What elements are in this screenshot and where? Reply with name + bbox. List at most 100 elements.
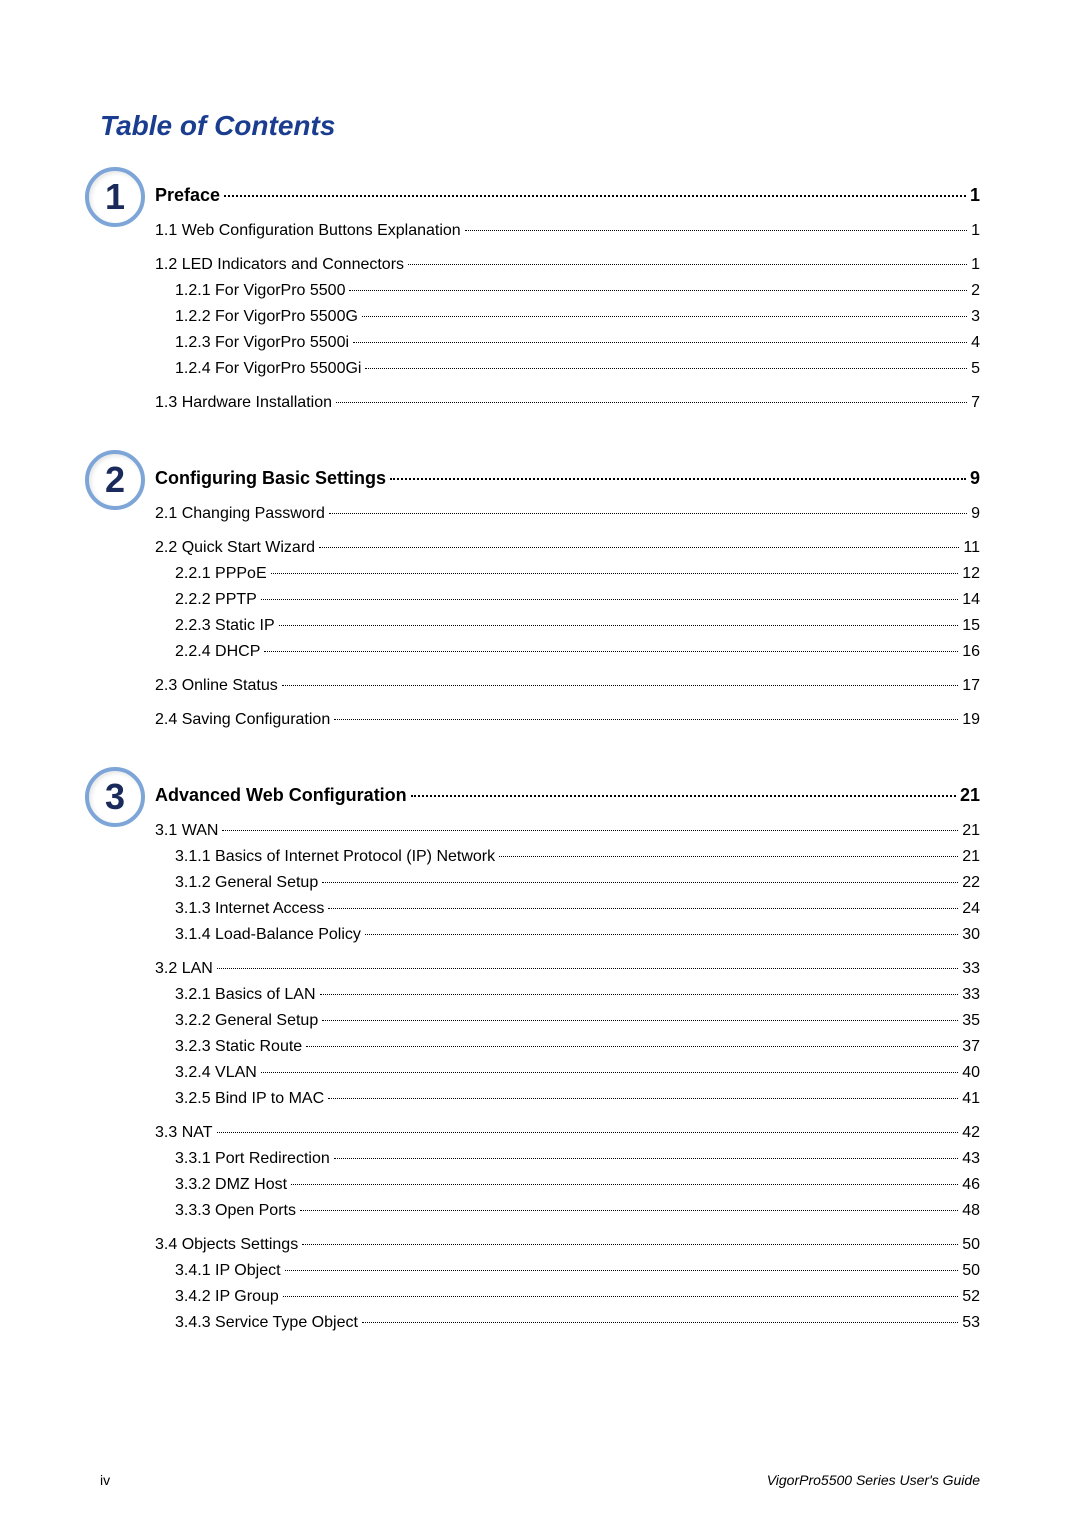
toc-entry-text: 1.2.2 For VigorPro 5500G xyxy=(175,305,358,329)
toc-entry: 2.2.1 PPPoE 12 xyxy=(155,562,980,586)
toc-entry: 3.3.2 DMZ Host 46 xyxy=(155,1173,980,1197)
toc-entry: 2.2.3 Static IP 15 xyxy=(155,614,980,638)
toc-entry-page: 33 xyxy=(962,983,980,1007)
toc-entry-page: 1 xyxy=(971,219,980,243)
toc-entry-text: 3.2.2 General Setup xyxy=(175,1009,318,1033)
toc-heading: Advanced Web Configuration 21 xyxy=(155,782,980,809)
toc-entry-text: 3.3 NAT xyxy=(155,1121,213,1145)
toc-entry: 3.1.3 Internet Access 24 xyxy=(155,897,980,921)
toc-entry: 1.1 Web Configuration Buttons Explanatio… xyxy=(155,219,980,243)
toc-leader-dots xyxy=(300,1210,958,1211)
toc-entry-text: 3.4 Objects Settings xyxy=(155,1233,298,1257)
toc-entry: 2.2.4 DHCP 16 xyxy=(155,640,980,664)
toc-entry-page: 41 xyxy=(962,1087,980,1111)
toc-entry: 3.1 WAN 21 xyxy=(155,819,980,843)
toc-entry: 2.2 Quick Start Wizard 11 xyxy=(155,536,980,560)
toc-entry-text: 3.1.4 Load-Balance Policy xyxy=(175,923,361,947)
toc-entry-text: 3.1.3 Internet Access xyxy=(175,897,324,921)
toc-entry-text: 3.2 LAN xyxy=(155,957,213,981)
toc-entry-page: 53 xyxy=(962,1311,980,1335)
toc-entry-text: 3.1.1 Basics of Internet Protocol (IP) N… xyxy=(175,845,495,869)
toc-entry-page: 37 xyxy=(962,1035,980,1059)
toc-leader-dots xyxy=(336,402,967,403)
toc-entry-page: 3 xyxy=(971,305,980,329)
toc-entry-page: 5 xyxy=(971,357,980,381)
toc-heading-text: Advanced Web Configuration xyxy=(155,782,407,809)
toc-entry-page: 22 xyxy=(962,871,980,895)
toc-leader-dots xyxy=(291,1184,958,1185)
toc-entry: 3.3.1 Port Redirection 43 xyxy=(155,1147,980,1171)
footer-guide-title: VigorPro5500 Series User's Guide xyxy=(767,1472,980,1488)
toc-leader-dots xyxy=(285,1270,959,1271)
toc-leader-dots xyxy=(328,908,958,909)
toc-entry-page: 46 xyxy=(962,1173,980,1197)
footer-page-number: iv xyxy=(100,1472,110,1488)
toc-entry-page: 21 xyxy=(962,845,980,869)
toc-entry: 3.2.1 Basics of LAN 33 xyxy=(155,983,980,1007)
toc-entry-text: 1.2 LED Indicators and Connectors xyxy=(155,253,404,277)
toc-entry-page: 48 xyxy=(962,1199,980,1223)
toc-entry-text: 2.2.3 Static IP xyxy=(175,614,275,638)
toc-section: 2Configuring Basic Settings 92.1 Changin… xyxy=(100,465,980,732)
toc-entry-text: 3.3.1 Port Redirection xyxy=(175,1147,330,1171)
toc-leader-dots xyxy=(362,316,967,317)
toc-entry-text: 2.1 Changing Password xyxy=(155,502,325,526)
toc-leader-dots xyxy=(283,1296,958,1297)
toc-leader-dots xyxy=(261,599,958,600)
toc-leader-dots xyxy=(224,195,966,197)
toc-entry-page: 30 xyxy=(962,923,980,947)
toc-entry-text: 3.4.1 IP Object xyxy=(175,1259,281,1283)
section-badge-icon: 3 xyxy=(85,767,145,827)
toc-entry: 3.4.1 IP Object 50 xyxy=(155,1259,980,1283)
toc-entry-page: 4 xyxy=(971,331,980,355)
toc-entry-page: 43 xyxy=(962,1147,980,1171)
toc-entry-page: 12 xyxy=(962,562,980,586)
toc-sections: 1Preface 11.1 Web Configuration Buttons … xyxy=(100,182,980,1335)
toc-leader-dots xyxy=(322,882,958,883)
toc-entry-page: 33 xyxy=(962,957,980,981)
section-content: Advanced Web Configuration 213.1 WAN 213… xyxy=(100,782,980,1335)
toc-leader-dots xyxy=(334,719,958,720)
toc-entry: 3.4 Objects Settings 50 xyxy=(155,1233,980,1257)
toc-leader-dots xyxy=(334,1158,958,1159)
section-badge-number: 1 xyxy=(105,176,125,218)
toc-leader-dots xyxy=(390,478,966,480)
toc-entry-text: 1.2.4 For VigorPro 5500Gi xyxy=(175,357,361,381)
toc-leader-dots xyxy=(365,368,967,369)
toc-entry-text: 1.3 Hardware Installation xyxy=(155,391,332,415)
toc-entry: 1.2.4 For VigorPro 5500Gi 5 xyxy=(155,357,980,381)
toc-leader-dots xyxy=(322,1020,958,1021)
toc-entry: 3.1.2 General Setup 22 xyxy=(155,871,980,895)
toc-entry-text: 2.4 Saving Configuration xyxy=(155,708,330,732)
toc-entry-text: 3.3.3 Open Ports xyxy=(175,1199,296,1223)
toc-leader-dots xyxy=(499,856,958,857)
toc-entry: 1.3 Hardware Installation 7 xyxy=(155,391,980,415)
toc-leader-dots xyxy=(365,934,958,935)
toc-section: 1Preface 11.1 Web Configuration Buttons … xyxy=(100,182,980,415)
toc-entry-page: 14 xyxy=(962,588,980,612)
toc-leader-dots xyxy=(411,795,956,797)
page-footer: iv VigorPro5500 Series User's Guide xyxy=(100,1472,980,1488)
toc-entry-text: 3.1.2 General Setup xyxy=(175,871,318,895)
section-badge-icon: 2 xyxy=(85,450,145,510)
toc-leader-dots xyxy=(319,547,959,548)
toc-entry: 3.4.3 Service Type Object 53 xyxy=(155,1311,980,1335)
toc-entry: 3.4.2 IP Group 52 xyxy=(155,1285,980,1309)
toc-entry-text: 3.2.5 Bind IP to MAC xyxy=(175,1087,324,1111)
toc-entry: 3.1.4 Load-Balance Policy 30 xyxy=(155,923,980,947)
toc-leader-dots xyxy=(320,994,959,995)
toc-entry: 2.3 Online Status 17 xyxy=(155,674,980,698)
toc-entry-text: 3.1 WAN xyxy=(155,819,218,843)
toc-entry-text: 1.2.3 For VigorPro 5500i xyxy=(175,331,349,355)
toc-leader-dots xyxy=(306,1046,958,1047)
toc-entry-text: 1.2.1 For VigorPro 5500 xyxy=(175,279,345,303)
toc-entry: 3.2.2 General Setup 35 xyxy=(155,1009,980,1033)
toc-leader-dots xyxy=(328,1098,958,1099)
toc-leader-dots xyxy=(222,830,958,831)
toc-leader-dots xyxy=(349,290,967,291)
toc-entry: 3.2.5 Bind IP to MAC 41 xyxy=(155,1087,980,1111)
toc-heading-page: 21 xyxy=(960,782,980,809)
toc-leader-dots xyxy=(264,651,958,652)
toc-entry-text: 2.2.1 PPPoE xyxy=(175,562,267,586)
toc-entry: 3.3.3 Open Ports 48 xyxy=(155,1199,980,1223)
